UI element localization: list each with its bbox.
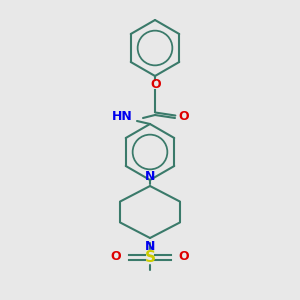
- Text: S: S: [145, 250, 155, 265]
- Text: HN: HN: [112, 110, 133, 124]
- Text: O: O: [111, 250, 121, 263]
- Text: N: N: [145, 170, 155, 184]
- Text: O: O: [151, 77, 161, 91]
- Text: O: O: [179, 110, 189, 122]
- Text: O: O: [179, 250, 189, 263]
- Text: N: N: [145, 241, 155, 254]
